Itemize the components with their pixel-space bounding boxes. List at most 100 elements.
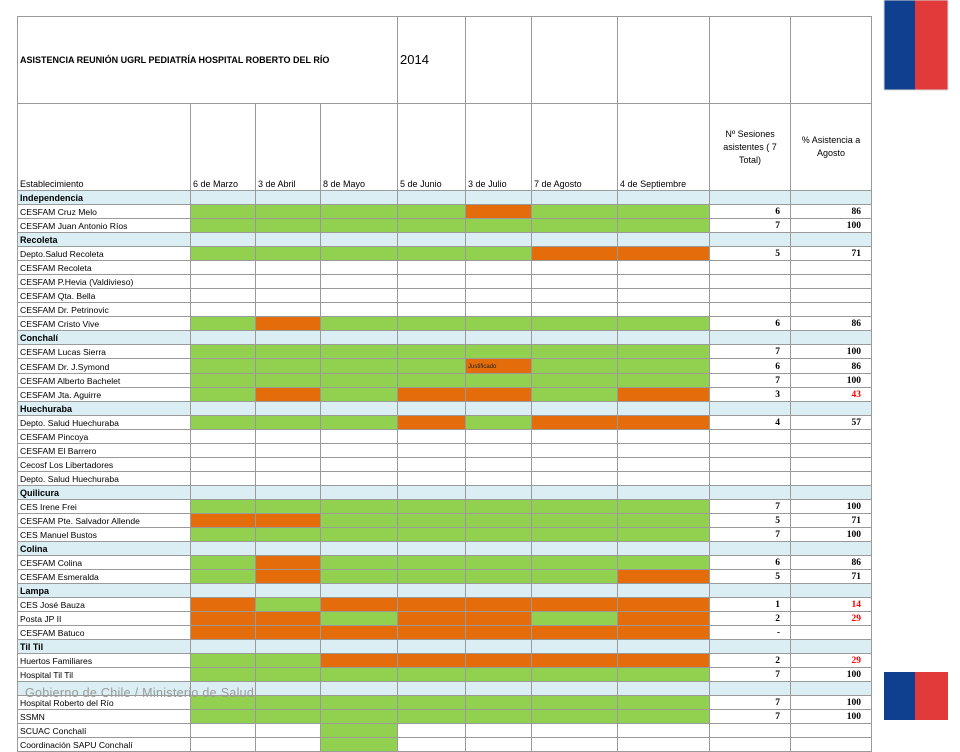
section-blank-cell — [190, 330, 256, 345]
attendance-empty-cell — [465, 457, 533, 472]
section-blank-cell — [465, 190, 533, 205]
attendance-absent-cell — [617, 611, 711, 626]
attendance-empty-cell — [319, 302, 399, 317]
attendance-present-cell — [531, 667, 619, 682]
sheet-year: 2014 — [397, 16, 467, 104]
attendance-present-cell — [397, 569, 467, 584]
attendance-absent-cell — [319, 653, 399, 668]
establishment-name: CESFAM Batuco — [17, 625, 191, 640]
attendance-absent-cell — [397, 387, 467, 402]
table-row: CESFAM Qta. Bella — [17, 288, 873, 303]
attendance-absent-cell — [617, 653, 711, 668]
attendance-absent-cell — [465, 387, 533, 402]
attendance-empty-cell — [531, 737, 619, 752]
attendance-present-cell — [319, 358, 399, 374]
table-row: CESFAM Cruz Melo 6 86 — [17, 204, 873, 219]
attendance-empty-cell — [319, 457, 399, 472]
attendance-present-cell — [465, 695, 533, 710]
section-blank-cell — [617, 681, 711, 696]
attendance-empty-cell — [397, 429, 467, 444]
attendance-empty-cell — [465, 288, 533, 303]
attendance-absent-cell — [397, 611, 467, 626]
sessions-count — [709, 302, 792, 317]
attendance-present-cell — [190, 218, 256, 233]
table-row: Coordinación SAPU Conchalí — [17, 737, 873, 752]
header-date: 8 de Mayo — [319, 103, 399, 191]
section-blank-cell — [255, 485, 321, 500]
footer-text: Gobierno de Chile / Ministerio de Salud — [25, 686, 255, 700]
section-blank-cell — [255, 583, 321, 598]
attendance-empty-cell — [531, 443, 619, 458]
section-blank-cell — [531, 330, 619, 345]
attendance-present-cell — [319, 555, 399, 570]
sessions-count: 4 — [709, 415, 792, 430]
attendance-absent-cell — [255, 625, 321, 640]
attendance-present-cell — [617, 667, 711, 682]
attendance-present-cell — [319, 344, 399, 359]
attendance-present-cell — [255, 246, 321, 261]
attendance-present-cell — [531, 527, 619, 542]
section-row — [17, 681, 873, 696]
sessions-count: 7 — [709, 695, 792, 710]
section-blank-cell — [531, 190, 619, 205]
attendance-present-cell — [190, 569, 256, 584]
section-blank-cell — [465, 401, 533, 416]
table-row: CESFAM Pte. Salvador Allende 5 71 — [17, 513, 873, 528]
establishment-name: CES Manuel Bustos — [17, 527, 191, 542]
attendance-present-cell — [397, 527, 467, 542]
attendance-empty-cell — [319, 443, 399, 458]
attendance-absent-cell — [190, 611, 256, 626]
section-blank-cell — [255, 401, 321, 416]
attendance-empty-cell — [190, 274, 256, 289]
attendance-empty-cell — [465, 723, 533, 738]
attendance-present-cell — [255, 218, 321, 233]
attendance-present-cell — [255, 709, 321, 724]
section-label: Recoleta — [17, 232, 191, 247]
attendance-percent: 100 — [790, 373, 873, 388]
attendance-empty-cell — [255, 274, 321, 289]
attendance-present-cell — [531, 358, 619, 374]
section-blank-cell — [319, 639, 399, 654]
section-blank-cell — [709, 401, 792, 416]
section-blank-cell — [190, 401, 256, 416]
attendance-empty-cell — [255, 457, 321, 472]
sessions-count: 3 — [709, 387, 792, 402]
attendance-percent — [790, 302, 873, 317]
attendance-absent-cell — [465, 597, 533, 612]
attendance-empty-cell — [531, 302, 619, 317]
section-blank-cell — [465, 681, 533, 696]
header-date: 7 de Agosto — [531, 103, 619, 191]
attendance-present-cell — [465, 246, 533, 261]
section-blank-cell — [319, 485, 399, 500]
section-blank-cell — [319, 232, 399, 247]
section-blank-cell — [319, 330, 399, 345]
attendance-empty-cell — [617, 737, 711, 752]
table-row: CESFAM Dr. J.Symond Justificado 6 86 — [17, 358, 873, 374]
attendance-empty-cell — [255, 737, 321, 752]
attendance-present-cell — [397, 695, 467, 710]
sessions-count: 6 — [709, 555, 792, 570]
attendance-present-cell — [319, 246, 399, 261]
table-row: CESFAM Alberto Bachelet 7 100 — [17, 373, 873, 388]
section-blank-cell — [790, 583, 873, 598]
attendance-empty-cell — [397, 457, 467, 472]
justified-note: Justificado — [468, 364, 497, 370]
section-blank-cell — [617, 541, 711, 556]
establishment-name: SCUAC Conchalí — [17, 723, 191, 738]
attendance-empty-cell — [617, 302, 711, 317]
attendance-present-cell — [397, 667, 467, 682]
attendance-percent: 100 — [790, 695, 873, 710]
attendance-empty-cell — [617, 443, 711, 458]
section-blank-cell — [617, 583, 711, 598]
table-row: Hospital Til Til 7 100 — [17, 667, 873, 682]
attendance-absent-cell — [617, 569, 711, 584]
establishment-name: CESFAM El Barrero — [17, 443, 191, 458]
section-blank-cell — [790, 639, 873, 654]
attendance-present-cell — [319, 373, 399, 388]
attendance-present-cell — [397, 218, 467, 233]
attendance-empty-cell — [531, 429, 619, 444]
attendance-empty-cell — [465, 274, 533, 289]
attendance-absent-cell — [617, 246, 711, 261]
section-blank-cell — [790, 541, 873, 556]
attendance-empty-cell — [190, 737, 256, 752]
